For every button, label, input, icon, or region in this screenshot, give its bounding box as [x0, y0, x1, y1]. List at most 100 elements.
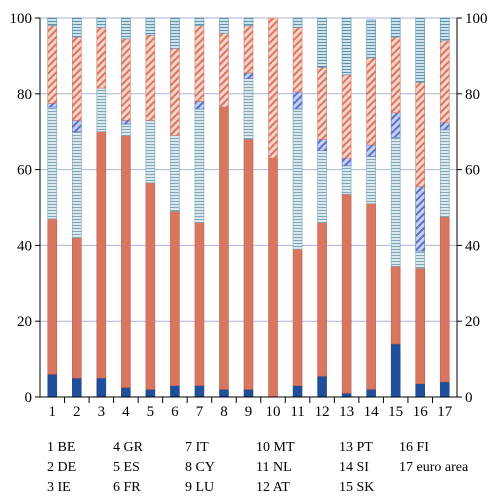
bar-segment-13-3	[341, 165, 352, 195]
bar-segment-1-5	[47, 25, 58, 104]
bar-segment-4-2	[121, 135, 131, 388]
bar-segment-14-1	[366, 389, 376, 398]
x-tick-label-5: 5	[147, 404, 155, 420]
bar-segment-13-6	[341, 17, 352, 76]
bar-segment-9-6	[243, 17, 254, 26]
bar-segment-7-2	[194, 222, 205, 386]
y-tick-label-left: 80	[17, 87, 32, 103]
bar-segment-17-2	[439, 216, 450, 383]
bar-segment-3-6	[96, 17, 107, 28]
bar-segment-10-2	[268, 157, 278, 398]
bar-segment-9-2	[243, 138, 254, 390]
y-tick-label-right: 80	[465, 87, 480, 103]
bar-segment-17-5	[439, 40, 450, 123]
bar-segment-12-1	[317, 375, 327, 398]
bar-segment-11-5	[292, 27, 303, 93]
bar-segment-7-3	[194, 108, 205, 223]
x-tick-label-12: 12	[315, 404, 330, 420]
legend-item: 6 FR	[113, 480, 141, 495]
bar-segment-6-5	[170, 48, 180, 136]
bar-segment-4-5	[121, 38, 131, 121]
x-tick-label-17: 17	[437, 404, 453, 420]
bar-segment-9-1	[243, 389, 254, 398]
bar-segment-16-4	[415, 186, 426, 252]
bar-segment-13-5	[341, 74, 352, 159]
bar-segment-17-1	[439, 381, 450, 398]
bar-segment-5-1	[145, 389, 156, 398]
bar-segment-12-3	[317, 150, 327, 223]
x-tick-label-11: 11	[290, 404, 304, 420]
bar-segment-16-3	[415, 250, 426, 269]
bar-segment-13-2	[341, 193, 352, 394]
y-tick-label-right: 40	[465, 238, 480, 254]
bar-segment-9-5	[243, 25, 254, 74]
x-tick-label-1: 1	[49, 404, 57, 420]
bar-segment-2-6	[71, 17, 82, 38]
bar-segment-2-3	[71, 131, 82, 239]
x-tick-label-16: 16	[413, 404, 429, 420]
bar-segment-11-4	[292, 91, 303, 110]
bar-segment-12-4	[317, 138, 327, 151]
bar-segment-7-6	[194, 17, 205, 26]
bar-segment-14-5	[366, 57, 376, 146]
x-tick-label-14: 14	[364, 404, 380, 420]
bar-segment-1-3	[47, 106, 58, 220]
bar-segment-7-4	[194, 101, 205, 110]
bar-segment-5-2	[145, 182, 156, 390]
bar-segment-14-6	[366, 19, 376, 59]
bar-segment-14-3	[366, 156, 376, 205]
bar-segment-13-1	[341, 392, 352, 398]
y-tick-label-left: 0	[25, 390, 33, 406]
bar-segment-8-2	[219, 106, 229, 390]
bar-segment-6-1	[170, 385, 180, 398]
x-axis-ticks: 1 2 3 4 5 6 7 8 9 10 11 12 13 14 15 16 17	[49, 397, 453, 420]
legend-item: 1 BE	[47, 440, 76, 455]
x-tick-label-9: 9	[245, 404, 253, 420]
x-tick-label-15: 15	[388, 404, 403, 420]
bar-segment-3-1	[96, 377, 107, 398]
bar-segment-16-1	[415, 383, 426, 398]
bar-segment-5-3	[145, 120, 156, 184]
bar-segment-11-3	[292, 108, 303, 250]
bar-segment-2-5	[71, 36, 82, 121]
bar-segment-9-4	[243, 72, 254, 79]
legend-item: 17 euro area	[399, 460, 469, 475]
legend-item: 7 IT	[185, 440, 209, 455]
bar-segment-15-1	[390, 343, 401, 398]
bar-segment-6-2	[170, 210, 180, 386]
bar-segment-16-6	[415, 17, 426, 83]
bar-segment-1-4	[47, 102, 58, 108]
bar-segment-15-2	[390, 265, 401, 345]
bar-segment-6-6	[170, 17, 180, 49]
x-tick-label-7: 7	[196, 404, 204, 420]
bar-segment-14-2	[366, 203, 376, 390]
bar-segment-5-5	[145, 34, 156, 121]
bar-segment-4-3	[121, 123, 131, 136]
legend-item: 5 ES	[113, 460, 140, 475]
y-axis-left-ticks: 0 20 40 60 80 100	[10, 11, 40, 406]
bar-segment-7-1	[194, 385, 205, 398]
bar-segment-10-5	[268, 17, 278, 159]
legend-item: 15 SK	[339, 480, 375, 495]
bar-segment-8-1	[219, 389, 229, 398]
legend-item: 11 NL	[256, 460, 292, 475]
bar-segment-2-4	[71, 120, 82, 133]
bar-segment-4-6	[121, 17, 131, 40]
bar-segment-14-4	[366, 144, 376, 157]
legend-item: 9 LU	[185, 480, 215, 495]
bar-segment-11-1	[292, 385, 303, 398]
x-tick-label-10: 10	[266, 404, 281, 420]
y-tick-label-right: 0	[465, 390, 473, 406]
legend-item: 10 MT	[256, 440, 295, 455]
x-tick-label-13: 13	[339, 404, 354, 420]
legend-item: 2 DE	[47, 460, 77, 475]
legend-item: 14 SI	[339, 460, 369, 475]
y-tick-label-left: 20	[17, 314, 32, 330]
axes	[39, 18, 458, 398]
y-tick-label-right: 100	[465, 11, 488, 27]
bar-segment-11-6	[292, 17, 303, 28]
legend-item: 4 GR	[113, 440, 143, 455]
bar-segment-9-3	[243, 78, 254, 140]
legend-item: 8 CY	[185, 460, 215, 475]
bar-segment-6-3	[170, 135, 180, 212]
